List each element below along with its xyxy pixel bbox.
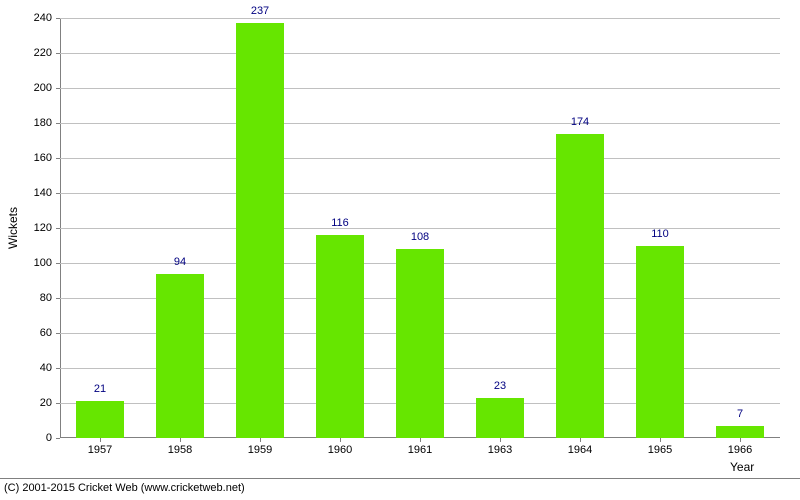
y-tick-label: 200 [34, 82, 60, 94]
bar [716, 426, 764, 438]
y-tick-label: 140 [34, 187, 60, 199]
y-tick-label: 20 [40, 397, 60, 409]
grid-line [60, 123, 780, 124]
y-axis-title: Wickets [6, 207, 20, 249]
bar-value-label: 94 [174, 256, 186, 268]
x-tick-label: 1961 [408, 438, 432, 456]
bar-value-label: 7 [737, 408, 743, 420]
grid-line [60, 158, 780, 159]
grid-line [60, 53, 780, 54]
grid-line [60, 228, 780, 229]
y-tick-label: 120 [34, 222, 60, 234]
bar [316, 235, 364, 438]
grid-line [60, 193, 780, 194]
x-tick-label: 1959 [248, 438, 272, 456]
y-tick-label: 80 [40, 292, 60, 304]
bar-value-label: 108 [411, 231, 429, 243]
bar-value-label: 21 [94, 383, 106, 395]
y-tick-label: 100 [34, 257, 60, 269]
x-tick-label: 1964 [568, 438, 592, 456]
bar [156, 274, 204, 439]
x-tick-label: 1960 [328, 438, 352, 456]
bar [636, 246, 684, 439]
x-tick-label: 1966 [728, 438, 752, 456]
bar [476, 398, 524, 438]
x-axis-title: Year [730, 460, 754, 474]
footer-text: (C) 2001-2015 Cricket Web (www.cricketwe… [4, 482, 245, 494]
grid-line [60, 18, 780, 19]
bar [236, 23, 284, 438]
y-tick-label: 240 [34, 12, 60, 24]
y-tick-label: 40 [40, 362, 60, 374]
bar-value-label: 23 [494, 380, 506, 392]
plot-area: 0204060801001201401601802002202402119579… [60, 18, 780, 438]
footer-divider [0, 478, 800, 479]
x-tick-label: 1958 [168, 438, 192, 456]
bar-value-label: 237 [251, 5, 269, 17]
bar-value-label: 116 [331, 217, 349, 229]
y-tick-label: 180 [34, 117, 60, 129]
bar [556, 134, 604, 439]
grid-line [60, 88, 780, 89]
y-tick-label: 220 [34, 47, 60, 59]
bar-value-label: 174 [571, 116, 589, 128]
bar [396, 249, 444, 438]
bar-value-label: 110 [651, 228, 669, 240]
y-tick-label: 0 [46, 432, 60, 444]
x-tick-label: 1963 [488, 438, 512, 456]
bar [76, 401, 124, 438]
x-tick-label: 1965 [648, 438, 672, 456]
chart-container: 0 20 40 60 80 100 120 140 160 180 200 220 240 21 1957 9… [0, 0, 800, 500]
y-tick-label: 160 [34, 152, 60, 164]
x-tick-label: 1957 [88, 438, 112, 456]
y-tick-label: 60 [40, 327, 60, 339]
